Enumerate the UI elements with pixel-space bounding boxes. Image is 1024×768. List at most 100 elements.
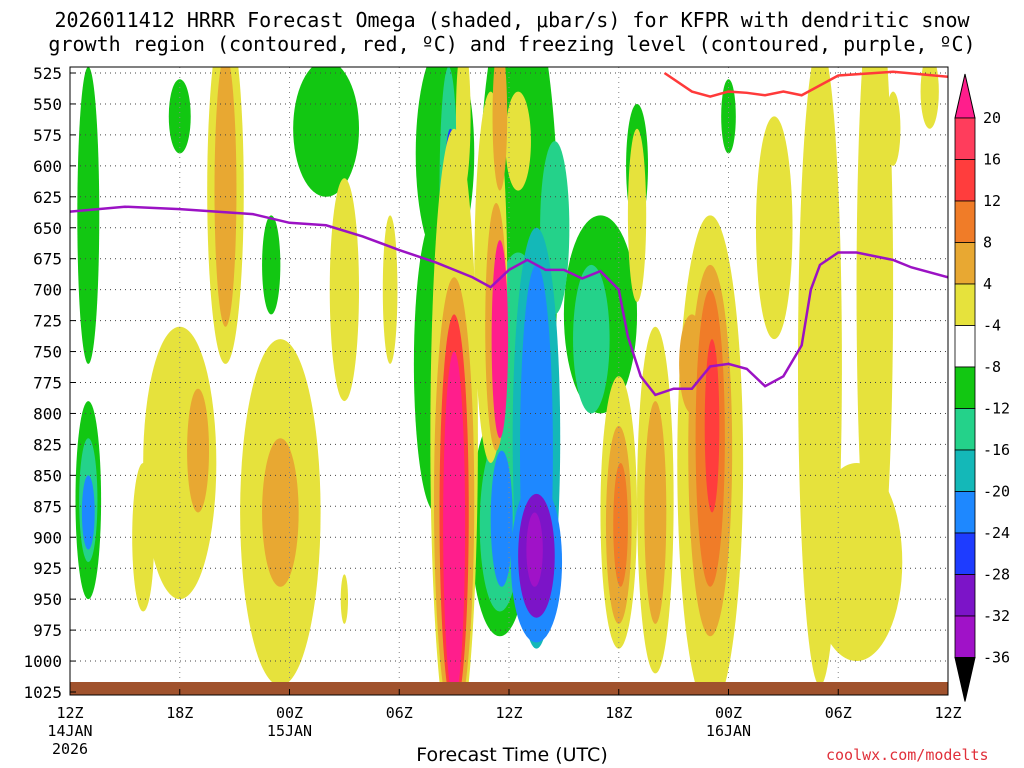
y-tick-label: 600 — [33, 157, 62, 176]
x-tick-date: 16JAN — [706, 722, 751, 740]
x-tick-date: 15JAN — [267, 722, 312, 740]
omega-shade — [81, 475, 95, 550]
colorbar-top-arrow — [954, 73, 976, 119]
x-tick-date: 14JAN — [47, 722, 92, 740]
x-tick-label: 18Z — [166, 704, 193, 722]
credit-link[interactable]: coolwx.com/modelts — [826, 746, 989, 764]
colorbar-label: -12 — [983, 400, 1010, 418]
y-tick-label: 525 — [33, 64, 62, 83]
colorbar-swatch — [954, 366, 976, 409]
colorbar-swatch — [954, 242, 976, 285]
y-tick-label: 750 — [33, 343, 62, 362]
colorbar-swatch — [954, 283, 976, 326]
x-tick-label: 00Z — [715, 704, 742, 722]
x-tick-label: 12Z — [934, 704, 961, 722]
y-tick-label: 800 — [33, 404, 62, 423]
colorbar-swatch — [954, 491, 976, 534]
chart-title-line1: 2026011412 HRRR Forecast Omega (shaded, … — [54, 8, 970, 32]
y-tick-label: 650 — [33, 219, 62, 238]
omega-shade — [492, 67, 508, 191]
y-tick-label: 875 — [33, 497, 62, 516]
colorbar-label: -36 — [983, 649, 1010, 667]
y-tick-label: 575 — [33, 126, 62, 145]
omega-shade — [262, 215, 281, 315]
omega-shade — [77, 67, 100, 364]
y-tick-label: 925 — [33, 559, 62, 578]
omega-shade — [613, 462, 628, 587]
colorbar-swatch — [954, 159, 976, 202]
x-tick-label: 18Z — [605, 704, 632, 722]
omega-shade — [262, 438, 299, 587]
y-tick-label: 775 — [33, 374, 62, 393]
shaded-field — [70, 67, 948, 695]
colorbar-swatch — [954, 532, 976, 575]
y-tick-label: 825 — [33, 435, 62, 454]
y-tick-label: 625 — [33, 188, 62, 207]
colorbar-label: -16 — [983, 441, 1010, 459]
omega-shade — [573, 264, 610, 414]
freezing-level-contour — [70, 205, 948, 397]
y-tick-label: 1025 — [23, 683, 62, 702]
colorbar-label: 8 — [983, 234, 992, 252]
colorbar-swatch — [954, 574, 976, 617]
y-tick-label: 550 — [33, 95, 62, 114]
colorbar-swatch — [954, 325, 976, 368]
colorbar-label: 20 — [983, 109, 1001, 127]
x-tick-label: 00Z — [276, 704, 303, 722]
colorbar-label: -28 — [983, 566, 1010, 584]
colorbar-label: 4 — [983, 275, 992, 293]
omega-shade — [721, 79, 736, 154]
x-tick-year: 2026 — [52, 740, 88, 758]
colorbar-label: -24 — [983, 524, 1010, 542]
omega-shade — [491, 240, 509, 439]
omega-shade — [455, 67, 471, 191]
y-tick-label: 900 — [33, 528, 62, 547]
y-tick-label: 1000 — [23, 652, 62, 671]
omega-shade — [187, 388, 210, 513]
y-tick-label: 975 — [33, 621, 62, 640]
colorbar-swatch — [954, 408, 976, 451]
omega-shade — [627, 128, 647, 303]
omega-shade — [920, 67, 939, 129]
y-tick-label: 675 — [33, 250, 62, 269]
y-tick-label: 700 — [33, 281, 62, 300]
y-axis: 525 550 575 600 625 650 675 700 725 750 775 800 825 8… — [23, 64, 76, 702]
colorbar-bottom-arrow — [954, 657, 976, 702]
omega-shade — [214, 67, 237, 327]
omega-shade — [755, 116, 793, 340]
colorbar-swatch — [954, 449, 976, 492]
y-tick-label: 950 — [33, 590, 62, 609]
colorbar: 20 16 12 8 4 -4 -8 -12 -16 -20 -24 -28 -32 -36 — [954, 73, 1010, 702]
colorbar-label: -4 — [983, 317, 1001, 335]
colorbar-label: -32 — [983, 607, 1010, 625]
omega-shade — [810, 462, 903, 662]
omega-shade — [885, 91, 901, 166]
x-tick-label: 12Z — [495, 704, 522, 722]
omega-shade — [490, 450, 513, 587]
colorbar-label: -8 — [983, 358, 1001, 376]
y-tick-label: 850 — [33, 466, 62, 485]
dgz-contour — [663, 70, 948, 98]
colorbar-swatch — [954, 117, 976, 160]
y-tick-label: 725 — [33, 312, 62, 331]
colorbar-label: 16 — [983, 151, 1001, 169]
omega-shade — [293, 67, 359, 197]
omega-shade — [505, 91, 531, 191]
colorbar-swatch — [954, 615, 976, 658]
omega-shade — [340, 574, 349, 624]
omega-shade — [329, 178, 360, 402]
colorbar-label: -20 — [983, 483, 1010, 501]
omega-shade — [443, 351, 466, 695]
x-tick-label: 06Z — [825, 704, 852, 722]
colorbar-swatch — [954, 200, 976, 243]
x-tick-label: 12Z — [56, 704, 83, 722]
colorbar-label: 12 — [983, 192, 1001, 210]
x-tick-label: 06Z — [386, 704, 413, 722]
omega-shade — [644, 401, 667, 624]
omega-shade — [132, 462, 155, 612]
omega-shade — [526, 512, 543, 587]
x-axis-title: Forecast Time (UTC) — [416, 744, 608, 766]
chart-title-line2: growth region (contoured, red, ºC) and f… — [48, 32, 976, 56]
